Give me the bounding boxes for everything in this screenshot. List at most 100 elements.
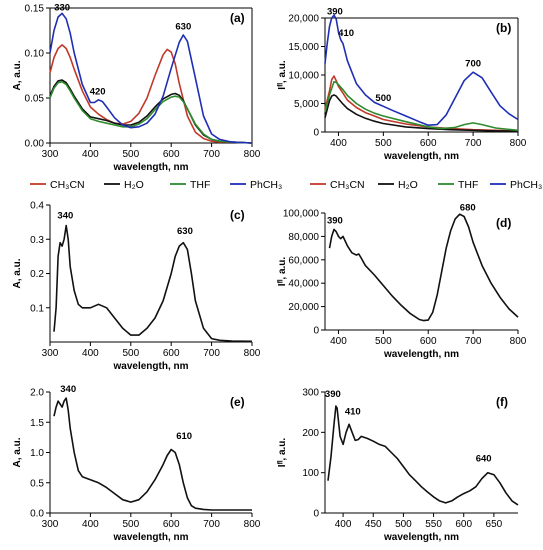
y-tick-label: 0.10 — [25, 49, 45, 60]
x-tick-label: 600 — [163, 149, 180, 160]
x-tick-label: 700 — [465, 138, 482, 149]
x-tick-label: 600 — [420, 138, 437, 149]
panel-letter: (d) — [496, 216, 511, 230]
peak-label: 630 — [175, 22, 191, 33]
y-tick-label: 0.3 — [30, 235, 44, 246]
y-tick-label: 0.4 — [30, 201, 44, 212]
x-tick-label: 700 — [203, 519, 220, 530]
x-axis-title: wavelength, nm — [112, 162, 188, 173]
series-line — [53, 224, 253, 343]
panel-letter: (a) — [230, 11, 245, 25]
series-line-2 — [49, 81, 253, 144]
x-tick-label: 800 — [510, 336, 527, 347]
panel-letter: (b) — [496, 21, 511, 35]
legend-label: PhCH₃ — [510, 179, 542, 191]
peak-label: 680 — [460, 203, 476, 214]
series-line-2 — [324, 81, 519, 132]
y-tick-label: 0 — [313, 128, 319, 139]
x-tick-label: 700 — [465, 336, 482, 347]
chart-panel-d: 400 500 600 700 800 0 20,000 40,000 60,000 80,000… — [277, 203, 527, 360]
peak-label: 700 — [465, 58, 481, 69]
series-line-0 — [49, 44, 253, 144]
legend-label: PhCH₃ — [250, 179, 282, 191]
legend-label: CH₃CN — [50, 179, 85, 191]
y-tick-label: 0.0 — [30, 509, 44, 520]
panel-letter: (f) — [496, 395, 508, 409]
y-tick-label: 0.15 — [25, 4, 45, 15]
peak-label: 390 — [327, 7, 343, 18]
y-axis-title: A, a.u. — [12, 60, 23, 90]
y-tick-label: 10,000 — [288, 71, 319, 82]
y-axis-title: Iᶠˡ, a.u. — [277, 60, 288, 90]
x-tick-label: 800 — [244, 519, 261, 530]
series-line-1 — [49, 79, 253, 144]
x-axis-title: wavelength, nm — [383, 532, 459, 543]
peak-label: 410 — [345, 407, 361, 418]
x-tick-label: 500 — [375, 138, 392, 149]
y-tick-label: 0.2 — [30, 269, 44, 280]
y-axis-title: Iᶠˡ, a.u. — [277, 257, 288, 287]
peak-label: 640 — [476, 453, 492, 464]
y-axis-title: Iᶠˡ, a.u. — [277, 438, 288, 468]
x-tick-label: 400 — [335, 519, 352, 530]
y-tick-label: 5,000 — [294, 99, 319, 110]
chart-panel-a: 300 400 500 600 700 800 0.00 0.05 0.10 0.15 wavele… — [12, 3, 261, 173]
x-axis-title: wavelength, nm — [383, 151, 459, 162]
y-tick-label: 2.0 — [30, 388, 44, 399]
legend-left: CH₃CN H₂O THF PhCH₃ — [30, 179, 282, 191]
y-tick-label: 300 — [302, 388, 319, 399]
legend-right: CH₃CN H₂O THF PhCH₃ — [310, 179, 542, 191]
series-line — [327, 405, 519, 506]
legend-label: H₂O — [124, 179, 144, 191]
x-tick-label: 300 — [42, 348, 59, 359]
x-tick-label: 400 — [82, 348, 99, 359]
series-line-3 — [49, 12, 253, 144]
x-tick-label: 650 — [486, 519, 503, 530]
peak-label: 340 — [60, 384, 76, 395]
series-line — [53, 397, 252, 511]
y-tick-label: 40,000 — [288, 279, 319, 290]
legend-label: H₂O — [398, 179, 418, 191]
y-tick-label: 15,000 — [288, 42, 319, 53]
peak-label: 410 — [338, 28, 354, 39]
x-axis-title: wavelength, nm — [112, 361, 188, 372]
y-tick-label: 100 — [302, 468, 319, 479]
chart-panel-b: 400 500 600 700 800 0 5,000 10,000 15,000 20,000 w… — [277, 7, 527, 162]
x-tick-label: 400 — [82, 519, 99, 530]
y-tick-label: 20,000 — [288, 14, 319, 25]
y-tick-label: 1.0 — [30, 448, 44, 459]
series-line — [328, 213, 519, 322]
series-line-1 — [324, 94, 519, 132]
x-tick-label: 500 — [395, 519, 412, 530]
x-axis-title: wavelength, nm — [112, 532, 188, 543]
y-tick-label: 0.05 — [25, 94, 45, 105]
x-tick-label: 450 — [365, 519, 382, 530]
y-tick-label: 200 — [302, 428, 319, 439]
y-tick-label: 0.5 — [30, 478, 44, 489]
y-axis-title: A, a.u. — [12, 258, 23, 288]
peak-label: 630 — [177, 226, 193, 237]
legend-label: THF — [458, 179, 478, 191]
x-tick-label: 500 — [122, 149, 139, 160]
panel-letter: (e) — [230, 395, 245, 409]
y-axis-title: A, a.u. — [12, 437, 23, 467]
x-tick-label: 800 — [244, 348, 261, 359]
x-tick-label: 500 — [122, 519, 139, 530]
x-axis-title: wavelength, nm — [383, 349, 459, 360]
y-tick-label: 80,000 — [288, 232, 319, 243]
chart-panel-e: 300 400 500 600 700 800 0.0 0.5 1.0 1.5 2.0 wavelen… — [12, 384, 261, 543]
x-tick-label: 600 — [163, 519, 180, 530]
y-tick-label: 0 — [313, 509, 319, 520]
chart-panel-f: 400 450 500 550 600 650 0 100 200 300 wavelength, … — [277, 388, 519, 543]
x-tick-label: 400 — [330, 336, 347, 347]
y-tick-label: 0 — [313, 326, 319, 337]
x-tick-label: 600 — [455, 519, 472, 530]
y-tick-label: 20,000 — [288, 302, 319, 313]
series-line-0 — [324, 75, 519, 132]
y-tick-label: 60,000 — [288, 255, 319, 266]
x-tick-label: 600 — [420, 336, 437, 347]
peak-label: 420 — [90, 86, 106, 97]
legend-label: THF — [190, 179, 210, 191]
x-tick-label: 300 — [42, 519, 59, 530]
